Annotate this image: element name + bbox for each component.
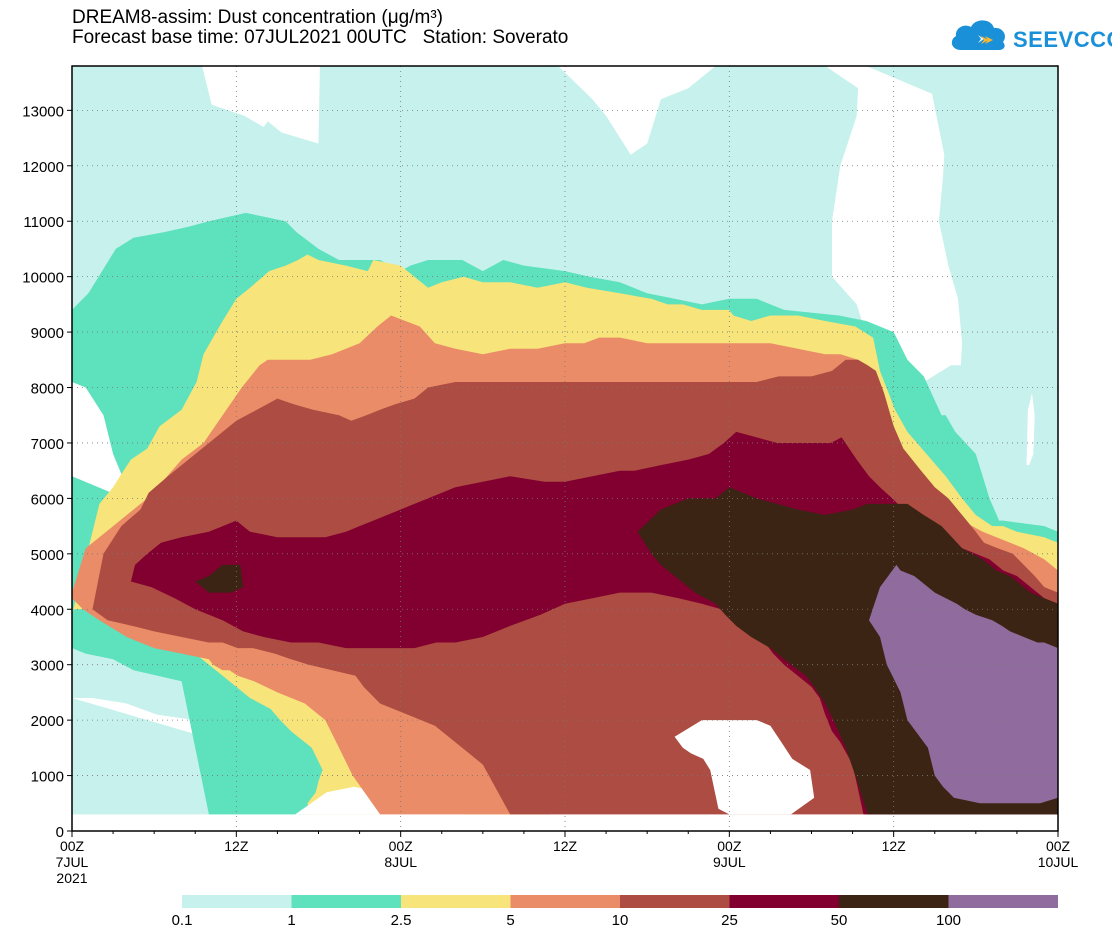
x-tick-date-48: 9JUL	[713, 854, 746, 870]
y-tick-label-4000: 4000	[31, 602, 64, 619]
x-tick-label-72: 00Z	[1046, 838, 1071, 854]
colorbar-swatch-0_1	[182, 895, 292, 908]
y-tick-label-9000: 9000	[31, 325, 64, 342]
y-tick-label-3000: 3000	[31, 658, 64, 675]
colorbar-label-10: 10	[612, 912, 629, 929]
colorbar-swatch-25	[729, 895, 839, 908]
contour-region-0_1-1	[202, 66, 320, 144]
colorbar-label-100: 100	[936, 912, 961, 929]
x-tick-label-36: 12Z	[553, 838, 578, 854]
x-tick-label-0: 00Z	[60, 838, 85, 854]
y-tick-label-8000: 8000	[31, 381, 64, 398]
colorbar-swatch-50	[839, 895, 949, 908]
y-tick-label-1000: 1000	[31, 769, 64, 786]
y-tick-label-5000: 5000	[31, 547, 64, 564]
colorbar-swatch-1	[291, 895, 401, 908]
colorbar-swatch-5	[510, 895, 620, 908]
colorbar-label-0_1: 0.1	[172, 912, 193, 929]
x-tick-date-0: 7JUL	[56, 854, 89, 870]
y-tick-label-0: 0	[56, 824, 64, 841]
x-tick-date-72: 10JUL	[1038, 854, 1079, 870]
contour-layer	[72, 66, 1058, 815]
contour-region-0_1-2	[558, 66, 963, 416]
colorbar: 0.1 1 2.5 5 10 25 50 100	[172, 895, 1058, 929]
y-tick-label-7000: 7000	[31, 436, 64, 453]
x-tick-label-48: 00Z	[717, 838, 742, 854]
y-tick-label-12000: 12000	[22, 159, 64, 176]
contour-region-25-13	[674, 720, 815, 815]
y-tick-label-2000: 2000	[31, 713, 64, 730]
colorbar-label-5: 5	[506, 912, 514, 929]
chart-subtitle: Forecast base time: 07JUL2021 00UTC Stat…	[72, 27, 569, 48]
colorbar-swatch-2_5	[401, 895, 511, 908]
seevccc-logo: SEEVCCC	[947, 14, 1112, 58]
contour-region-0_1-4	[72, 698, 470, 815]
y-tick-label-10000: 10000	[22, 270, 64, 287]
cloud-icon	[951, 20, 1005, 50]
x-tick-label-12: 12Z	[224, 838, 249, 854]
x-tick-date-24: 8JUL	[384, 854, 417, 870]
x-tick-label-24: 00Z	[389, 838, 414, 854]
y-tick-label-11000: 11000	[23, 214, 64, 231]
chart-title-block: DREAM8-assim: Dust concentration (μg/m³)…	[72, 8, 832, 48]
colorbar-label-25: 25	[721, 912, 738, 929]
colorbar-label-50: 50	[831, 912, 848, 929]
colorbar-label-1: 1	[287, 912, 295, 929]
contour-region-100-16	[869, 564, 1058, 804]
x-tick-year-0: 2021	[56, 870, 87, 886]
contour-region-50-14	[195, 564, 244, 593]
contour-region-1-6	[72, 382, 192, 527]
y-tick-label-6000: 6000	[31, 491, 64, 508]
colorbar-swatch-100	[948, 895, 1058, 908]
chart-title: DREAM8-assim: Dust concentration (μg/m³)	[72, 7, 443, 28]
logo-text: SEEVCCC	[1013, 27, 1112, 52]
contour-region-0_1-3	[1026, 393, 1035, 466]
y-tick-label-13000: 13000	[22, 103, 64, 120]
x-tick-label-60: 12Z	[882, 838, 907, 854]
colorbar-label-2_5: 2.5	[391, 912, 412, 929]
colorbar-swatch-10	[620, 895, 730, 908]
y-axis: 0 1000 2000 3000 4000 5000 6000 7000 8000 9000 100…	[22, 103, 72, 841]
